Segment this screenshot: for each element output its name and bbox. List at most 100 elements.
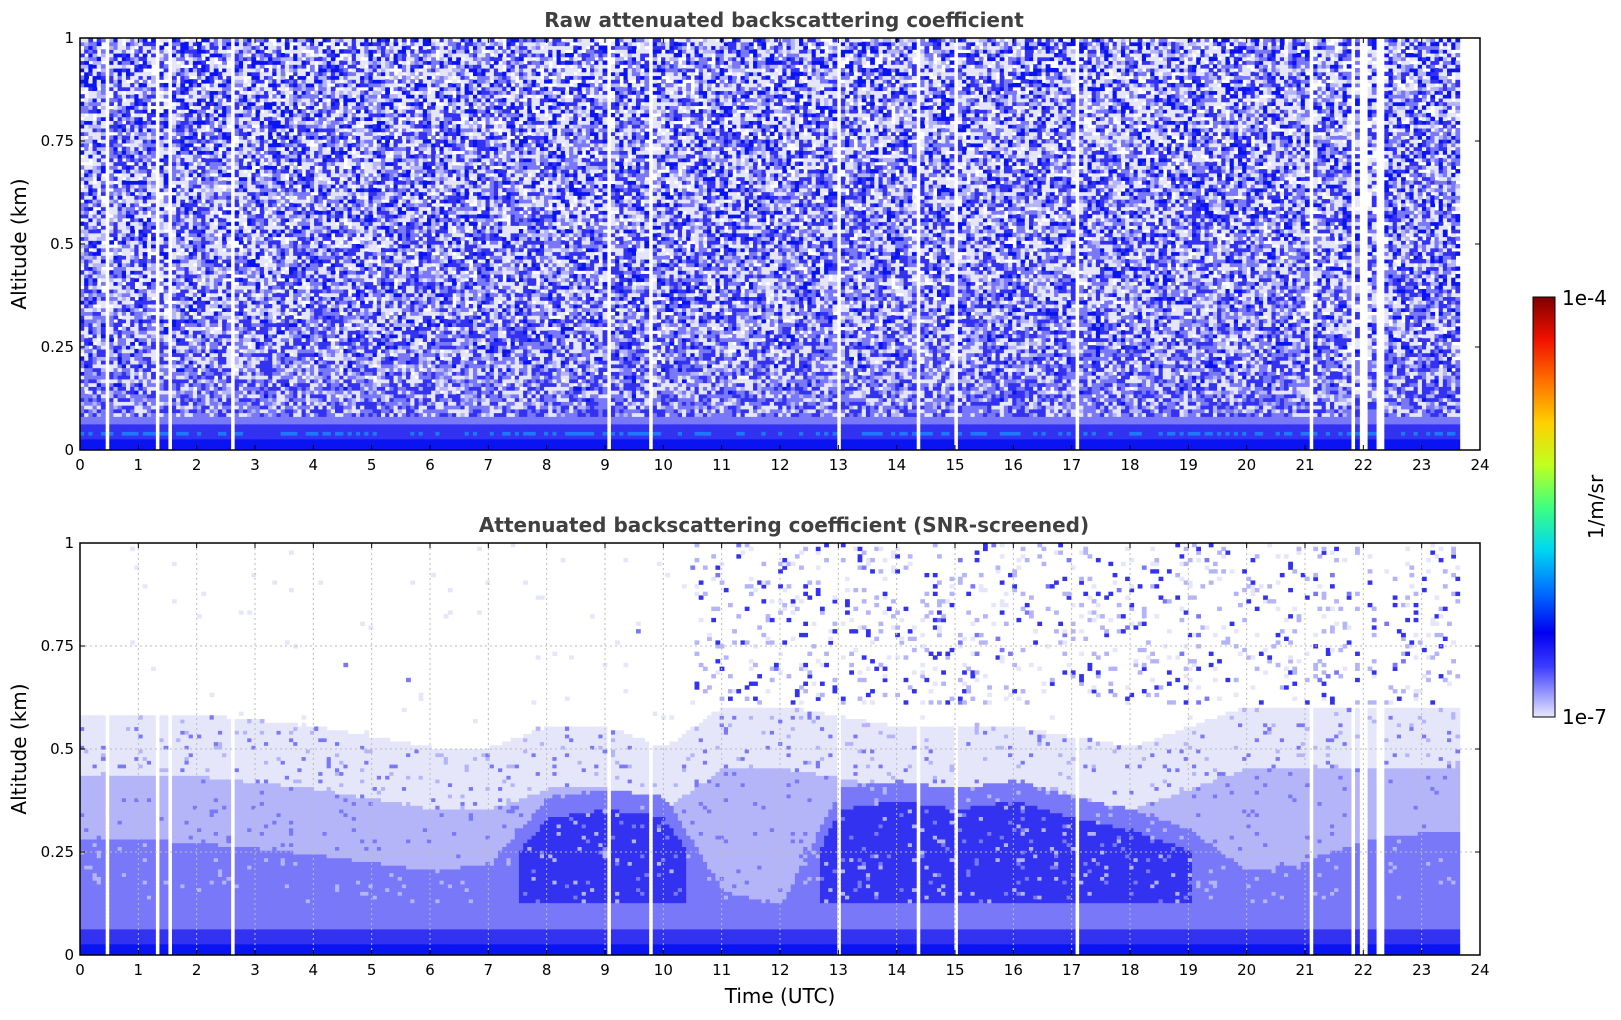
heatmap-cell <box>205 375 211 380</box>
heatmap-cell <box>100 333 106 339</box>
heatmap-cell <box>146 393 152 399</box>
heatmap-cell <box>280 236 286 241</box>
heatmap-cell <box>255 255 261 260</box>
heatmap-cell <box>301 131 307 136</box>
heatmap-cell <box>289 244 294 249</box>
heatmap-cell <box>113 363 119 369</box>
heatmap-cell <box>213 180 219 185</box>
heatmap-cell <box>197 199 202 204</box>
heatmap-cell <box>243 195 248 200</box>
heatmap-cell <box>125 124 131 129</box>
heatmap-cell <box>297 60 303 65</box>
heatmap-cell <box>297 38 303 43</box>
heatmap-cell <box>184 300 190 305</box>
heatmap-cell <box>201 184 207 189</box>
heatmap-cell <box>109 176 115 181</box>
heatmap-cell <box>276 176 282 181</box>
heatmap-cell <box>138 135 144 140</box>
heatmap-cell <box>130 337 135 342</box>
heatmap-cell <box>301 382 307 387</box>
heatmap-cell <box>284 401 290 406</box>
heatmap-cell <box>80 195 85 200</box>
heatmap-cell <box>305 390 311 395</box>
heatmap-cell <box>243 135 248 140</box>
heatmap-cell <box>88 442 94 447</box>
heatmap-cell <box>134 105 140 110</box>
heatmap-cell <box>84 255 89 260</box>
heatmap-cell <box>88 341 94 346</box>
heatmap-cell <box>109 101 115 107</box>
heatmap-cell <box>88 397 94 402</box>
heatmap-cell <box>238 408 244 414</box>
heatmap-cell <box>121 300 127 305</box>
heatmap-cell <box>100 180 106 185</box>
heatmap-cell <box>205 225 211 230</box>
heatmap-cell <box>188 101 194 107</box>
heatmap-cell <box>159 38 165 43</box>
heatmap-cell <box>234 405 240 410</box>
heatmap-cell <box>117 214 123 219</box>
heatmap-cell <box>259 405 265 410</box>
heatmap-cell <box>125 438 131 444</box>
heatmap-cell <box>96 292 102 298</box>
heatmap-cell <box>184 247 190 253</box>
heatmap-cell <box>92 442 98 447</box>
heatmap-cell <box>197 112 202 118</box>
heatmap-cell <box>280 423 286 429</box>
heatmap-cell <box>247 191 252 196</box>
heatmap-cell <box>192 195 198 200</box>
heatmap-cell <box>297 79 303 84</box>
heatmap-cell <box>272 277 278 283</box>
heatmap-cell <box>280 150 286 155</box>
heatmap-cell <box>255 330 261 335</box>
heatmap-cell <box>88 172 94 178</box>
heatmap-cell <box>197 150 202 155</box>
heatmap-cell <box>184 273 190 279</box>
heatmap-cell <box>238 64 244 69</box>
heatmap-cell <box>100 97 106 103</box>
heatmap-cell <box>125 150 131 155</box>
heatmap-cell <box>113 120 119 125</box>
heatmap-cell <box>255 390 261 395</box>
heatmap-cell <box>284 41 290 47</box>
heatmap-cell <box>209 94 215 99</box>
heatmap-cell <box>134 277 140 283</box>
heatmap-cell <box>142 146 148 151</box>
heatmap-cell <box>289 221 294 226</box>
heatmap-cell <box>84 64 89 69</box>
heatmap-cell <box>201 210 207 215</box>
heatmap-cell <box>259 191 265 196</box>
heatmap-cell <box>163 41 169 47</box>
heatmap-cell <box>125 420 131 425</box>
heatmap-cell <box>297 375 303 380</box>
heatmap-cell <box>134 236 140 241</box>
heatmap-cell <box>163 393 169 399</box>
heatmap-cell <box>117 393 123 399</box>
heatmap-cell <box>159 296 165 301</box>
heatmap-cell <box>96 318 102 324</box>
heatmap-cell <box>234 446 240 450</box>
heatmap-cell <box>80 277 85 283</box>
heatmap-cell <box>100 161 106 166</box>
heatmap-cell <box>138 94 144 99</box>
heatmap-cell <box>117 266 123 271</box>
heatmap-cell <box>297 303 303 309</box>
heatmap-cell <box>234 195 240 200</box>
heatmap-cell <box>263 124 269 129</box>
heatmap-cell <box>171 176 177 181</box>
heatmap-cell <box>243 393 248 399</box>
heatmap-cell <box>226 135 232 140</box>
heatmap-cell <box>142 363 148 369</box>
heatmap-cell <box>180 67 186 73</box>
heatmap-cell <box>109 232 115 238</box>
heatmap-cell <box>284 363 290 369</box>
heatmap-cell <box>263 423 269 429</box>
heatmap-cell <box>146 240 152 245</box>
heatmap-cell <box>146 300 152 305</box>
heatmap-cell <box>205 255 211 260</box>
heatmap-cell <box>272 202 278 208</box>
heatmap-cell <box>217 285 223 290</box>
heatmap-cell <box>251 131 257 136</box>
heatmap-cell <box>159 330 165 335</box>
heatmap-cell <box>272 345 278 350</box>
